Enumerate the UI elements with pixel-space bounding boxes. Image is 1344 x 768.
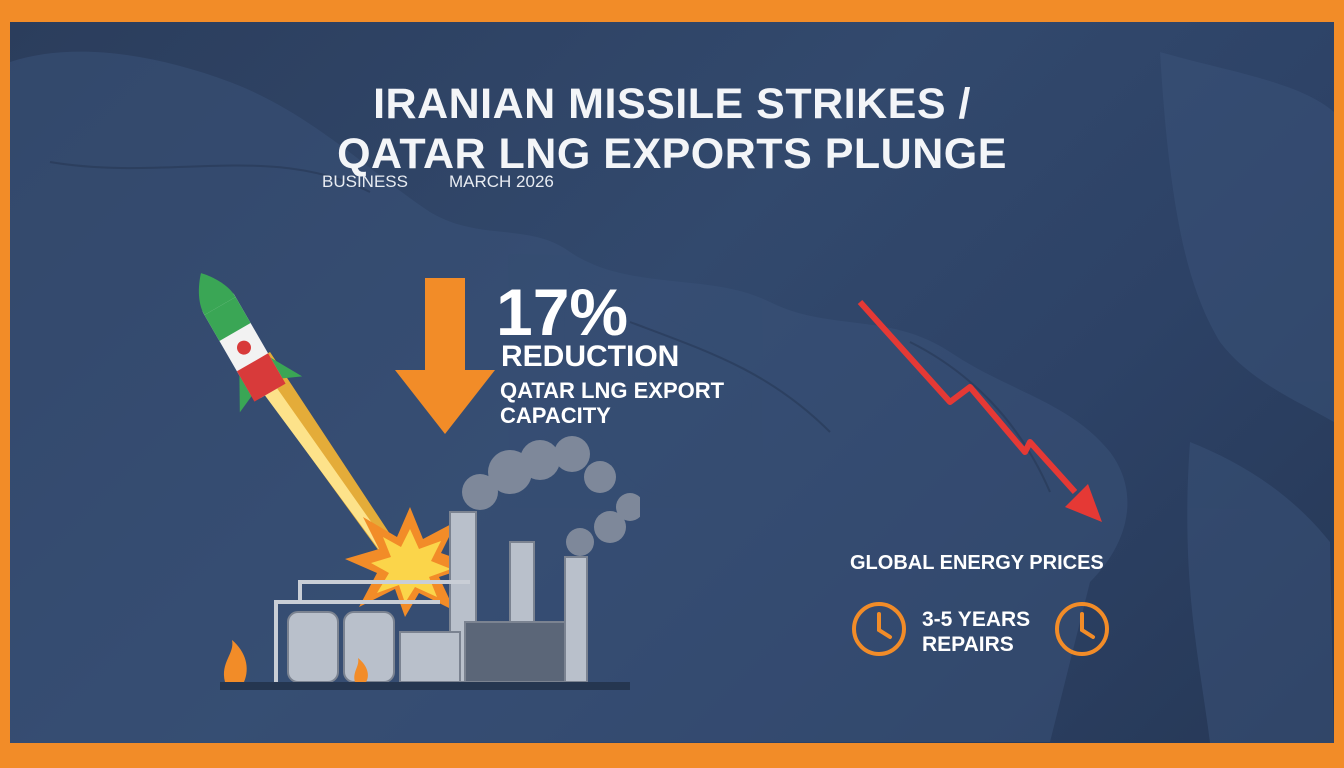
energy-prices-label: GLOBAL ENERGY PRICES [850, 552, 1104, 574]
stat-value: 17% [496, 275, 629, 349]
explosion-icon [345, 507, 475, 617]
stat-description-line-2: CAPACITY [500, 403, 611, 428]
refinery-icon [220, 436, 640, 690]
stat-label: REDUCTION [501, 340, 680, 373]
clock-icon [1055, 602, 1109, 656]
stat-description-line-1: QATAR LNG EXPORT [500, 378, 725, 403]
clock-icon [852, 602, 906, 656]
repairs-label: REPAIRS [922, 633, 1014, 656]
trend-down-arrow-icon [857, 299, 1102, 522]
repairs-duration: 3-5 YEARS [922, 608, 1031, 631]
down-arrow-icon [395, 278, 495, 434]
category-label: BUSINESS [322, 172, 408, 191]
repairs-text: 3-5 YEARS REPAIRS [922, 607, 1030, 657]
headline-line-2: QATAR LNG EXPORTS PLUNGE [337, 130, 1007, 178]
world-map-background [10, 51, 1334, 743]
headline-line-1: IRANIAN MISSILE STRIKES / [373, 80, 971, 128]
infographic-canvas: IRANIAN MISSILE STRIKES / QATAR LNG EXPO… [10, 22, 1334, 743]
date-label: MARCH 2026 [449, 172, 554, 191]
stat-description: QATAR LNG EXPORT CAPACITY [500, 378, 724, 428]
